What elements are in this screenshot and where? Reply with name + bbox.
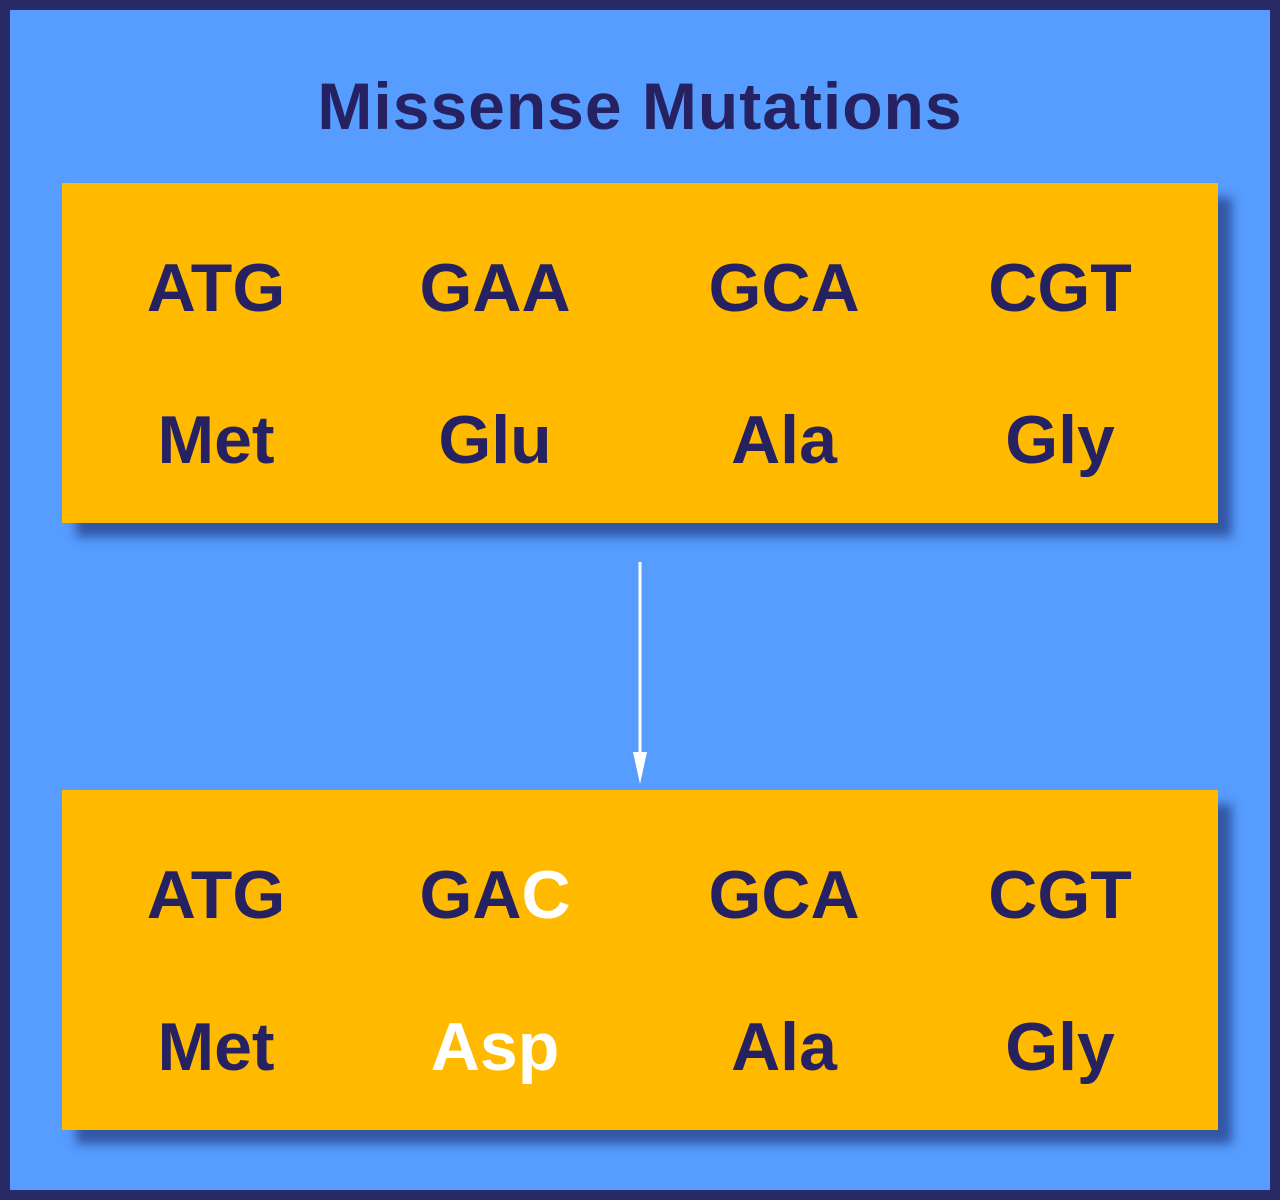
mutated-codon-row: ATG GAC GCA CGT bbox=[62, 850, 1218, 940]
mutated-amino-acid-2: Asp bbox=[430, 1009, 560, 1085]
mutated-codon-4-unchanged: CGT bbox=[988, 857, 1132, 933]
mutated-codon-3-unchanged: GCA bbox=[708, 857, 860, 933]
mutated-codon-2-changed-base: C bbox=[521, 857, 571, 933]
original-amino-acid-3: Ala bbox=[731, 402, 837, 478]
mutated-codon-1: ATG bbox=[86, 850, 346, 940]
original-codon-row: ATG GAA GCA CGT bbox=[62, 243, 1218, 333]
original-sequence-panel: ATG GAA GCA CGT Met Glu Ala Gly bbox=[62, 183, 1218, 523]
mutated-amino-acid-1: Met bbox=[157, 1009, 275, 1085]
mutated-amino-acid-row: Met Asp Ala Gly bbox=[62, 1002, 1218, 1092]
down-arrow-icon bbox=[633, 562, 647, 784]
mutated-codon-2-unchanged: GA bbox=[419, 857, 522, 933]
original-amino-acid-row: Met Glu Ala Gly bbox=[62, 395, 1218, 485]
mutated-codon-1-unchanged: ATG bbox=[146, 857, 286, 933]
mutated-codon-3: GCA bbox=[654, 850, 914, 940]
original-codon-3: GCA bbox=[708, 250, 860, 326]
original-codon-2: GAA bbox=[419, 250, 571, 326]
mutated-amino-acid-4: Gly bbox=[1005, 1009, 1115, 1085]
mutated-codon-2: GAC bbox=[365, 850, 625, 940]
original-amino-acid-2: Glu bbox=[438, 402, 552, 478]
original-amino-acid-1: Met bbox=[157, 402, 275, 478]
original-amino-acid-4: Gly bbox=[1005, 402, 1115, 478]
original-codon-4: CGT bbox=[988, 250, 1132, 326]
diagram-title: Missense Mutations bbox=[317, 69, 963, 143]
mutated-amino-acid-3: Ala bbox=[731, 1009, 837, 1085]
original-codon-1: ATG bbox=[146, 250, 286, 326]
mutated-codon-4: CGT bbox=[930, 850, 1190, 940]
mutated-sequence-panel: ATG GAC GCA CGT Met Asp Ala Gly bbox=[62, 790, 1218, 1130]
